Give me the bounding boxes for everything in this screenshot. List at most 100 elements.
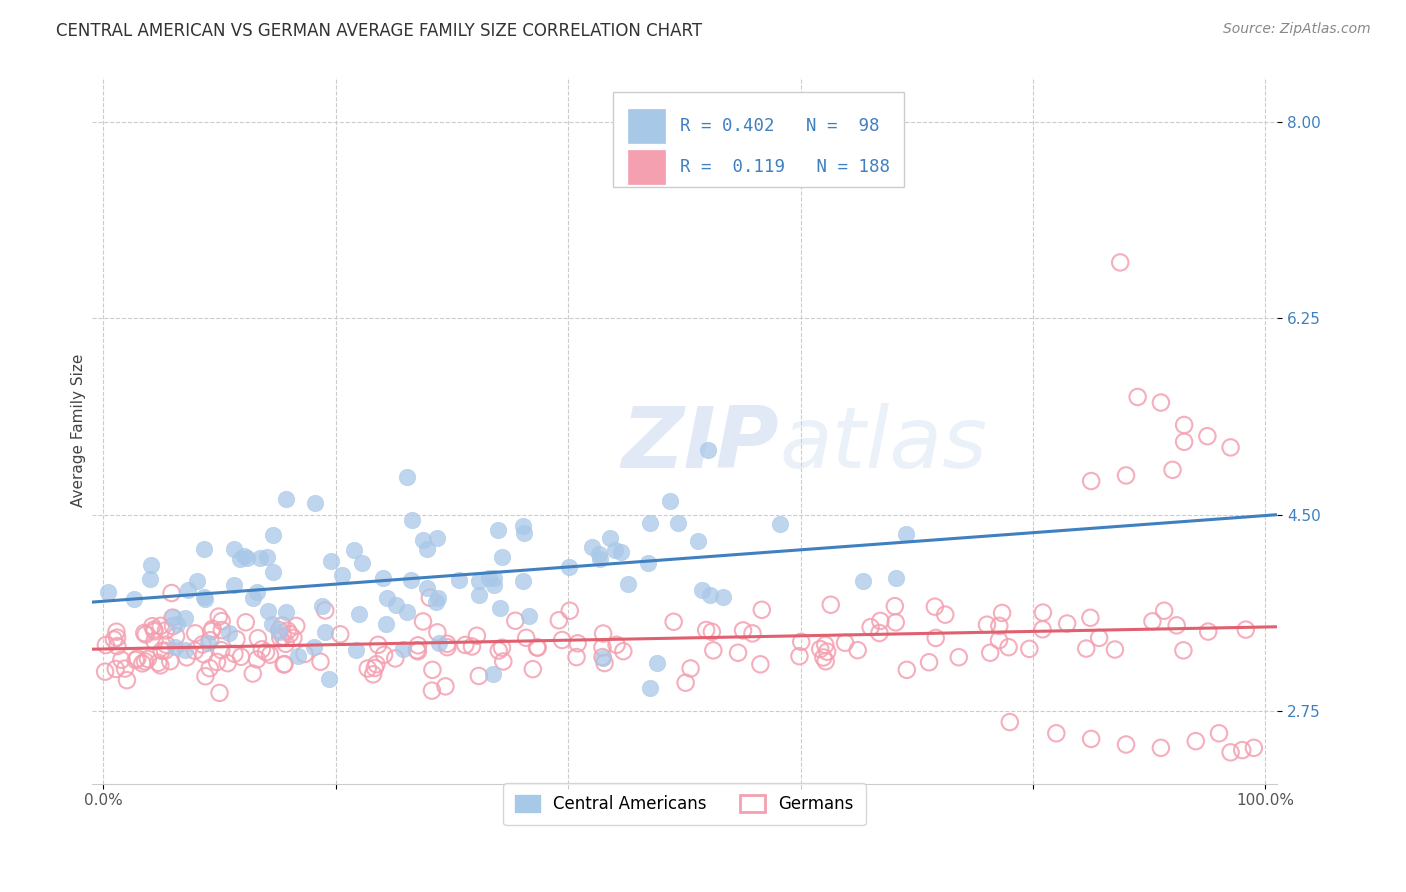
Point bbox=[225, 632, 247, 647]
Point bbox=[222, 578, 245, 592]
Text: Source: ZipAtlas.com: Source: ZipAtlas.com bbox=[1223, 22, 1371, 37]
Point bbox=[1150, 395, 1173, 409]
Point bbox=[235, 615, 257, 630]
Point bbox=[361, 667, 384, 681]
Point bbox=[815, 645, 838, 659]
Point bbox=[1142, 615, 1164, 629]
Point bbox=[262, 527, 284, 541]
Point bbox=[139, 572, 162, 586]
Point bbox=[1045, 726, 1067, 740]
Point bbox=[1184, 734, 1206, 748]
Point bbox=[526, 640, 548, 655]
Point bbox=[201, 622, 224, 636]
Point bbox=[186, 574, 208, 588]
Point bbox=[547, 613, 569, 627]
Point bbox=[426, 591, 449, 606]
Point bbox=[702, 643, 724, 657]
Point bbox=[894, 527, 917, 541]
Point bbox=[690, 583, 713, 598]
Text: CENTRAL AMERICAN VS GERMAN AVERAGE FAMILY SIZE CORRELATION CHART: CENTRAL AMERICAN VS GERMAN AVERAGE FAMIL… bbox=[56, 22, 703, 40]
Point bbox=[150, 644, 173, 658]
Point bbox=[184, 644, 207, 658]
Point bbox=[165, 640, 187, 655]
Point bbox=[522, 662, 544, 676]
Point bbox=[711, 590, 734, 604]
Point bbox=[565, 650, 588, 665]
Point bbox=[588, 547, 610, 561]
Point bbox=[155, 638, 177, 652]
Point bbox=[304, 495, 326, 509]
Point bbox=[512, 519, 534, 533]
Point bbox=[638, 681, 661, 696]
Point bbox=[94, 665, 117, 679]
Point bbox=[208, 686, 231, 700]
Point bbox=[883, 599, 905, 614]
Point bbox=[141, 619, 163, 633]
Point bbox=[679, 661, 702, 675]
Point bbox=[749, 657, 772, 672]
Point bbox=[259, 648, 281, 662]
Point bbox=[184, 626, 207, 640]
Point bbox=[209, 643, 232, 657]
Point bbox=[695, 623, 717, 637]
Point bbox=[232, 549, 254, 563]
Point bbox=[581, 541, 603, 555]
Point bbox=[846, 643, 869, 657]
Point bbox=[329, 627, 352, 641]
Point bbox=[302, 640, 325, 654]
Point bbox=[988, 633, 1011, 648]
Point bbox=[558, 604, 581, 618]
Point bbox=[134, 626, 156, 640]
Text: atlas: atlas bbox=[779, 403, 987, 486]
Point bbox=[731, 624, 754, 638]
Point bbox=[274, 637, 297, 651]
Point bbox=[1197, 429, 1219, 443]
Point bbox=[155, 624, 177, 638]
Point bbox=[1076, 641, 1098, 656]
Point bbox=[567, 636, 589, 650]
Point bbox=[271, 630, 294, 644]
Point bbox=[217, 656, 239, 670]
Point bbox=[934, 607, 956, 622]
Point bbox=[662, 615, 685, 629]
Point bbox=[884, 615, 907, 630]
Point bbox=[218, 625, 240, 640]
Point bbox=[484, 577, 506, 591]
Point bbox=[436, 640, 458, 655]
Point bbox=[412, 615, 434, 629]
Point bbox=[176, 650, 198, 665]
Point bbox=[135, 627, 157, 641]
FancyBboxPatch shape bbox=[613, 92, 904, 187]
Point bbox=[236, 550, 259, 565]
Point bbox=[699, 588, 721, 602]
Point bbox=[1031, 623, 1053, 637]
Point bbox=[486, 524, 509, 538]
Point bbox=[416, 541, 439, 556]
Point bbox=[686, 533, 709, 548]
Point bbox=[314, 603, 336, 617]
Point bbox=[110, 653, 132, 667]
Point bbox=[790, 634, 813, 648]
Point bbox=[319, 554, 342, 568]
Point bbox=[149, 658, 172, 673]
Point bbox=[373, 648, 395, 662]
Point bbox=[194, 592, 217, 607]
Point bbox=[153, 644, 176, 658]
Point bbox=[105, 624, 128, 639]
Point bbox=[1153, 604, 1175, 618]
Point bbox=[375, 591, 398, 605]
Point bbox=[193, 542, 215, 557]
Point bbox=[347, 607, 370, 622]
Point bbox=[103, 632, 125, 647]
Point bbox=[224, 541, 246, 556]
Point bbox=[131, 657, 153, 671]
Point bbox=[489, 600, 512, 615]
Point bbox=[273, 657, 295, 672]
Point bbox=[269, 624, 291, 638]
Point bbox=[948, 650, 970, 665]
Point bbox=[396, 605, 419, 619]
Point bbox=[1126, 390, 1149, 404]
Point bbox=[191, 637, 214, 651]
Point bbox=[174, 642, 197, 657]
Point bbox=[988, 619, 1011, 633]
